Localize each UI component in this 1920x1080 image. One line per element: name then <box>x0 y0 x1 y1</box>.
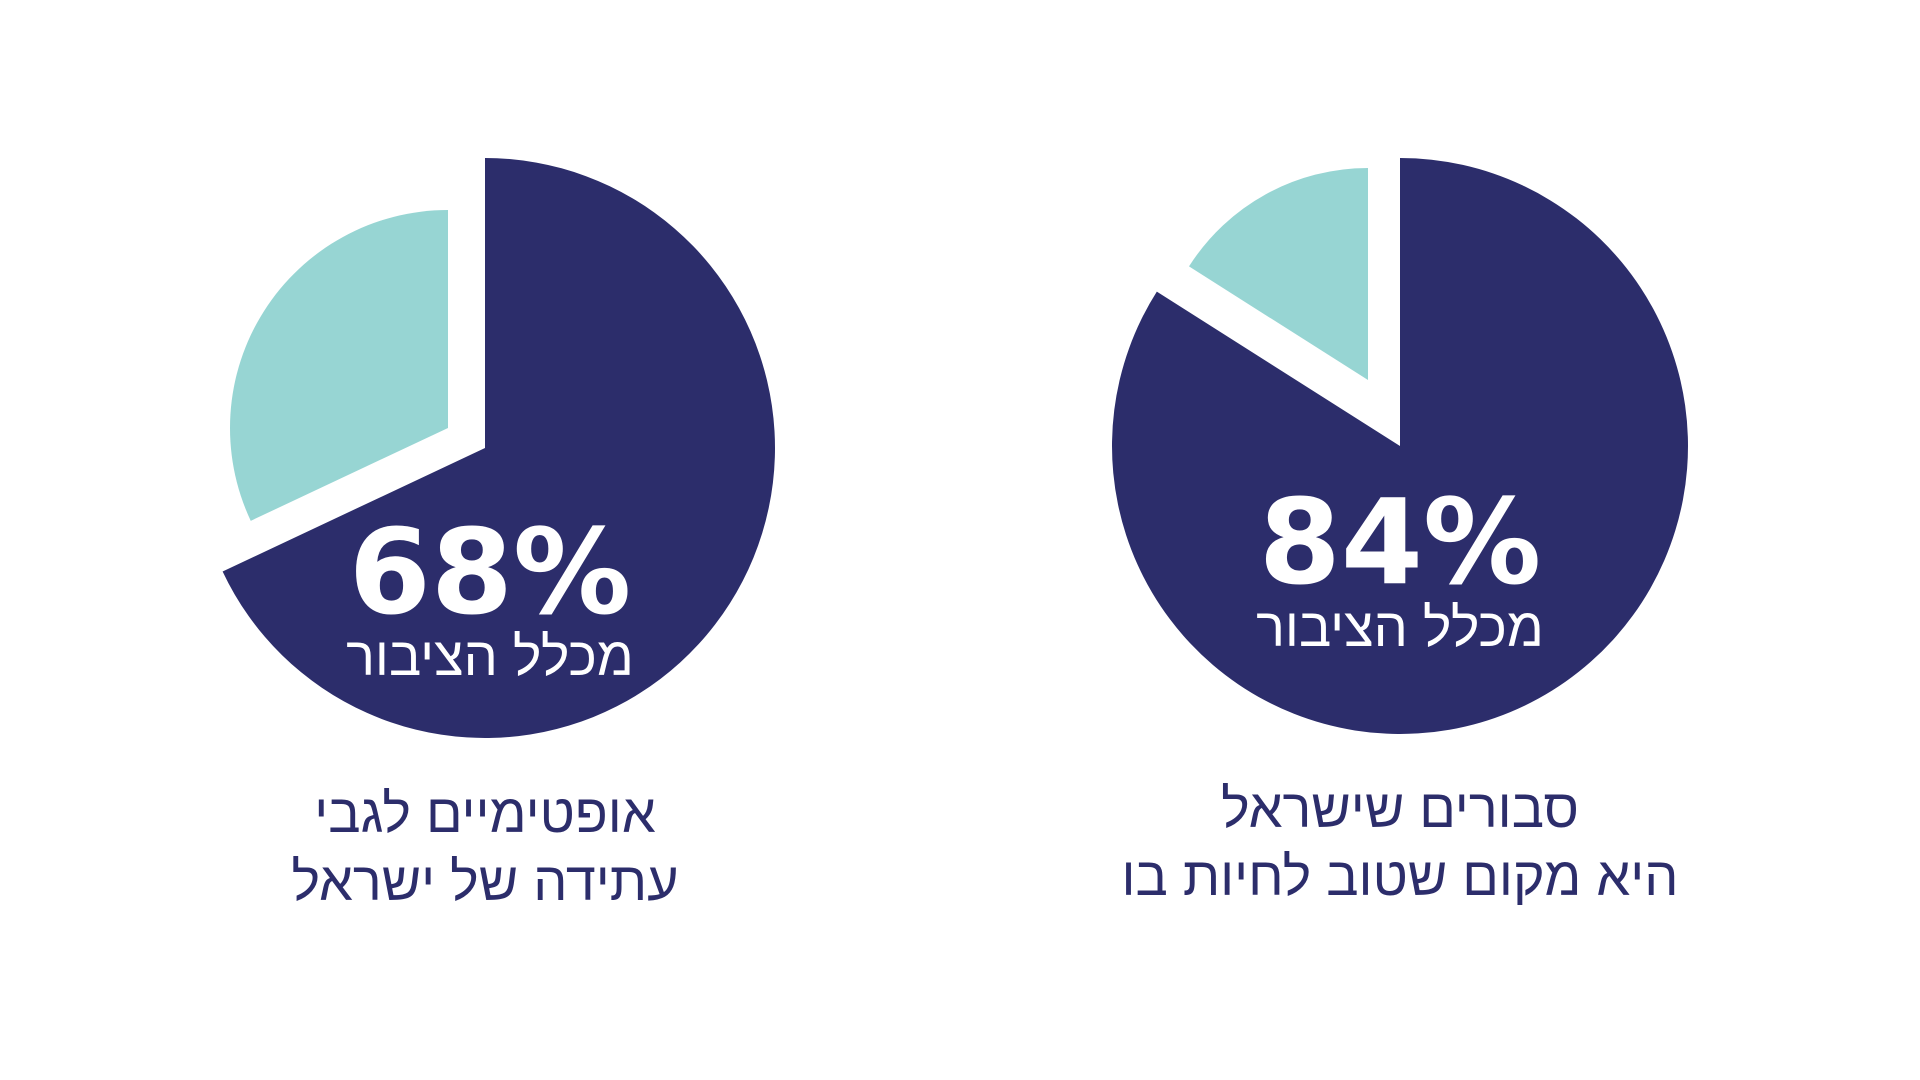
pie-slice-major-right <box>1112 158 1689 734</box>
caption-left: אופטימיים לגבי עתידה של ישראל <box>135 780 835 916</box>
caption-left-line-2: עתידה של ישראל <box>291 852 679 912</box>
pie-slice-minor-right <box>1189 168 1368 380</box>
pie-chart-left: 68% מכלל הציבור <box>222 158 775 738</box>
data-sublabel-right: מכלל הציבור <box>1256 598 1544 658</box>
data-label-right: 84% <box>1259 473 1541 611</box>
caption-right: סבורים שישראל היא מקום שטוב לחיות בו <box>1050 775 1750 911</box>
data-label-left: 68% <box>349 503 631 641</box>
caption-left-line-1: אופטימיים לגבי <box>314 784 656 844</box>
data-sublabel-left: מכלל הציבור <box>346 627 634 687</box>
caption-right-line-2: היא מקום שטוב לחיות בו <box>1121 847 1679 907</box>
pie-slice-major-left <box>222 158 775 738</box>
pie-chart-right: 84% מכלל הציבור <box>1112 158 1689 734</box>
pie-slice-minor-left <box>229 210 448 521</box>
caption-right-line-1: סבורים שישראל <box>1221 779 1579 839</box>
